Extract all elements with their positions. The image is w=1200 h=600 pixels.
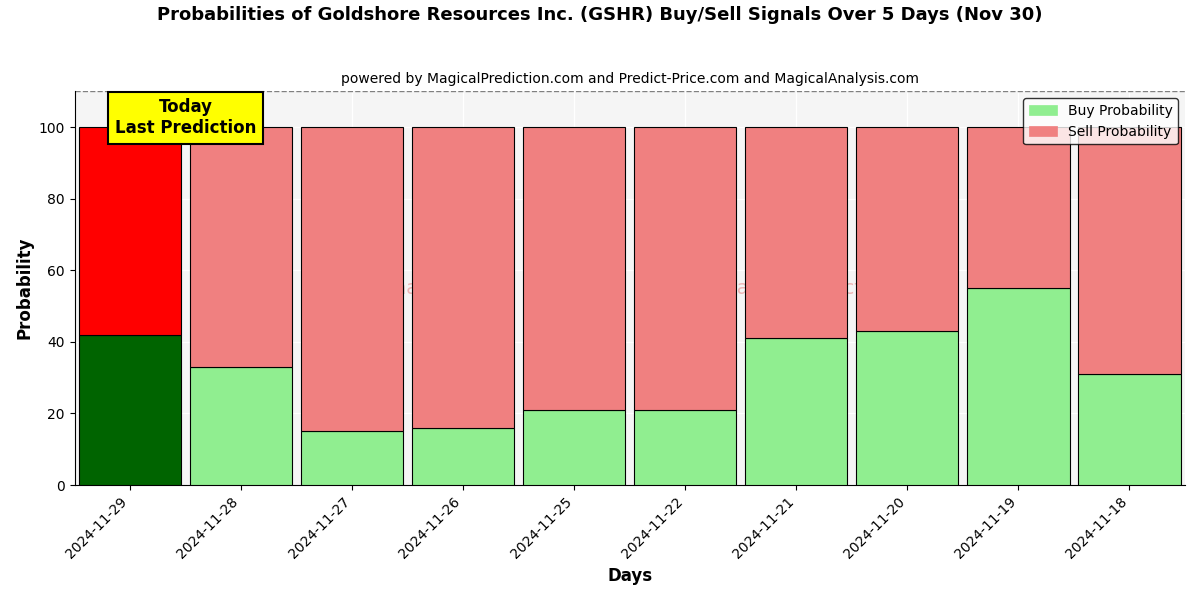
Bar	[412, 428, 515, 485]
Bar	[967, 127, 1069, 288]
Bar	[635, 410, 737, 485]
Bar	[190, 127, 293, 367]
Bar	[857, 127, 959, 331]
Bar	[412, 127, 515, 428]
Text: MagicalPrediction.com: MagicalPrediction.com	[720, 279, 940, 298]
X-axis label: Days: Days	[607, 567, 653, 585]
Bar	[301, 431, 403, 485]
Legend: Buy Probability, Sell Probability: Buy Probability, Sell Probability	[1024, 98, 1178, 145]
Y-axis label: Probability: Probability	[16, 237, 34, 340]
Bar	[523, 127, 625, 410]
Title: powered by MagicalPrediction.com and Predict-Price.com and MagicalAnalysis.com: powered by MagicalPrediction.com and Pre…	[341, 72, 919, 86]
Bar	[745, 338, 847, 485]
Bar	[79, 127, 181, 335]
Bar	[967, 288, 1069, 485]
Text: Probabilities of Goldshore Resources Inc. (GSHR) Buy/Sell Signals Over 5 Days (N: Probabilities of Goldshore Resources Inc…	[157, 6, 1043, 24]
Bar	[857, 331, 959, 485]
Bar	[745, 127, 847, 338]
Bar	[79, 335, 181, 485]
Bar	[523, 410, 625, 485]
Bar	[635, 127, 737, 410]
Bar	[301, 127, 403, 431]
Bar	[1079, 374, 1181, 485]
Bar	[190, 367, 293, 485]
Text: MagicalAnalysis.com: MagicalAnalysis.com	[306, 279, 509, 298]
Bar	[1079, 127, 1181, 374]
Text: Today
Last Prediction: Today Last Prediction	[115, 98, 257, 137]
